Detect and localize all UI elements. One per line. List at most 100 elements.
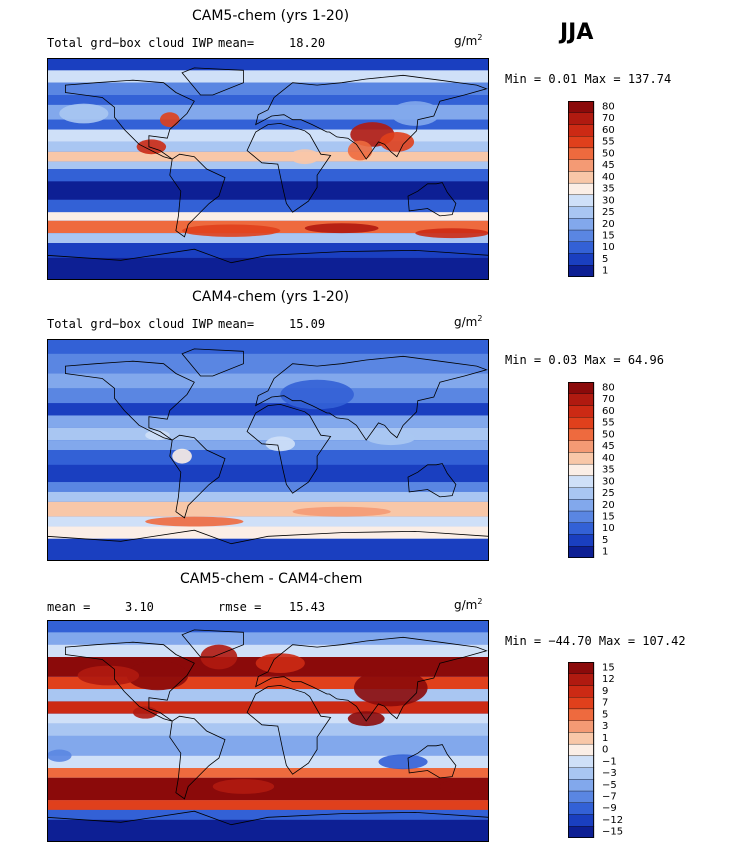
- coastline: [169, 715, 226, 800]
- colorbar-label: 5: [602, 709, 608, 720]
- panel2-mean-label: mean=: [218, 317, 255, 331]
- colorbar-label: 1: [602, 733, 608, 744]
- colorbar-label: 25: [602, 207, 615, 218]
- colorbar-label: 70: [602, 394, 615, 405]
- panel3-title: CAM5-chem - CAM4-chem: [180, 571, 363, 587]
- colorbar-swatch: [568, 697, 595, 710]
- colorbar-label: 15: [602, 231, 615, 242]
- colorbar-swatch: [568, 241, 595, 254]
- map-region: [439, 779, 489, 794]
- colorbar-label: 50: [602, 429, 615, 440]
- colorbar-label: −3: [602, 768, 617, 779]
- map-band: [47, 755, 489, 768]
- coastline: [47, 529, 489, 561]
- map-region: [212, 779, 275, 794]
- map-frame: [47, 58, 489, 280]
- map-region: [255, 653, 305, 674]
- map-region: [378, 754, 428, 770]
- colorbar-swatch: [568, 159, 595, 172]
- coastline: [407, 182, 457, 217]
- colorbar-label: 20: [602, 219, 615, 230]
- colorbar-label: 15: [602, 662, 615, 673]
- map-region: [132, 706, 158, 719]
- panel3-units: g/m2: [454, 597, 483, 612]
- coastline: [407, 744, 457, 779]
- colorbar-swatch: [568, 124, 595, 137]
- colorbar-label: 10: [602, 523, 615, 534]
- colorbar-swatch: [568, 194, 595, 207]
- coastline: [169, 434, 226, 519]
- colorbar-swatch: [568, 499, 595, 512]
- colorbar-label: −1: [602, 756, 617, 767]
- coastline: [47, 810, 489, 842]
- colorbar-swatch: [568, 802, 595, 815]
- map-region: [145, 516, 244, 527]
- map-region: [304, 223, 379, 234]
- colorbar-label: 35: [602, 184, 615, 195]
- colorbar-label: 12: [602, 674, 615, 685]
- map-region: [292, 506, 391, 517]
- colorbar-swatch: [568, 662, 595, 674]
- colorbar-label: 9: [602, 686, 608, 697]
- colorbar-swatch: [568, 755, 595, 768]
- map-band: [47, 632, 489, 645]
- map-band: [47, 516, 489, 527]
- panel3-mean-label: mean =: [47, 600, 91, 614]
- colorbar-label: 1: [602, 547, 608, 558]
- map-region: [379, 132, 415, 152]
- colorbar-label: 55: [602, 137, 615, 148]
- colorbar-swatch: [568, 136, 595, 149]
- map-band: [47, 415, 489, 428]
- colorbar-swatch: [568, 732, 595, 745]
- colorbar-label: 5: [602, 254, 608, 265]
- colorbar-swatch: [568, 393, 595, 406]
- coastline: [64, 79, 195, 160]
- map-band: [47, 450, 489, 465]
- colorbar-label: 70: [602, 113, 615, 124]
- colorbar-label: 45: [602, 441, 615, 452]
- colorbar-swatch: [568, 673, 595, 686]
- map-frame: [47, 339, 489, 561]
- map-band: [47, 644, 489, 657]
- coastline: [64, 641, 195, 722]
- colorbar-swatch: [568, 522, 595, 535]
- coastline: [181, 629, 244, 658]
- map-band: [47, 233, 489, 243]
- panel3-map: [47, 620, 489, 842]
- colorbar-frame: [568, 662, 594, 838]
- panel2-mean-value: 15.09: [289, 317, 326, 331]
- map-region: [353, 669, 428, 707]
- map-region: [77, 665, 140, 686]
- colorbar-swatch: [568, 790, 595, 803]
- colorbar-label: 60: [602, 125, 615, 136]
- panel1-field-label: Total grd−box cloud IWP: [47, 36, 214, 50]
- colorbar-label: 15: [602, 512, 615, 523]
- colorbar-swatch: [568, 534, 595, 547]
- colorbar-label: 3: [602, 721, 608, 732]
- map-band: [47, 353, 489, 374]
- map-band: [47, 464, 489, 483]
- map-band: [47, 620, 489, 633]
- map-region: [415, 228, 489, 239]
- colorbar-swatch: [568, 767, 595, 780]
- colorbar-swatch: [568, 826, 595, 838]
- colorbar-swatch: [568, 452, 595, 465]
- panel1-mean-label: mean=: [218, 36, 255, 50]
- map-band: [47, 403, 489, 416]
- map-band: [47, 723, 489, 736]
- colorbar-frame: [568, 101, 594, 277]
- panel2-map: [47, 339, 489, 561]
- colorbar-swatch: [568, 720, 595, 733]
- colorbar-label: 25: [602, 488, 615, 499]
- colorbar-label: 35: [602, 465, 615, 476]
- map-band: [47, 427, 489, 441]
- colorbar-label: −15: [602, 827, 623, 838]
- map-band: [47, 339, 489, 354]
- colorbar-swatch: [568, 708, 595, 721]
- season-label: JJA: [560, 20, 594, 45]
- colorbar-swatch: [568, 182, 595, 196]
- colorbar-swatch: [568, 206, 595, 219]
- map-band: [47, 82, 489, 95]
